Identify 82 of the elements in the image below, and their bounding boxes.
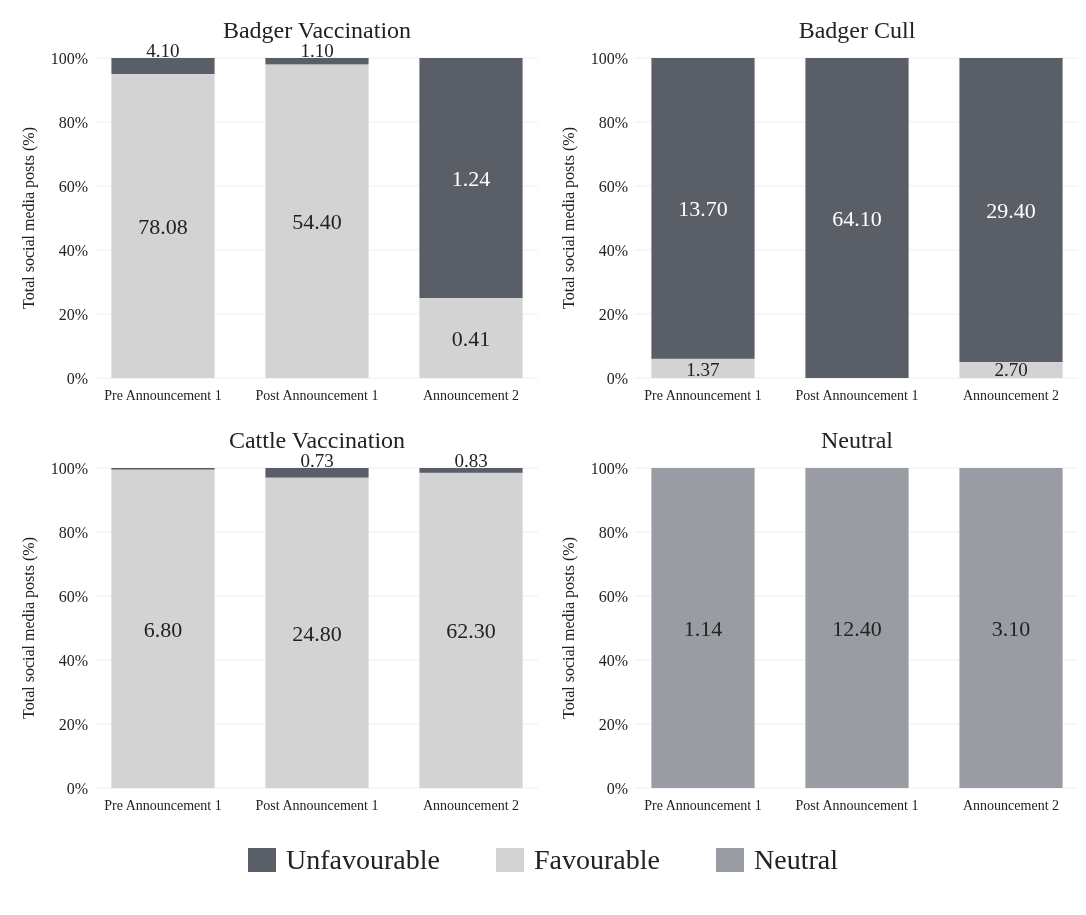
chart-title: Badger Vaccination xyxy=(222,17,412,43)
bar xyxy=(419,472,523,788)
y-tick-label: 60% xyxy=(598,178,628,195)
bar xyxy=(265,58,369,65)
y-tick-label: 40% xyxy=(598,652,628,669)
annotation: 0.41 xyxy=(451,326,491,351)
y-tick-label: 80% xyxy=(58,114,88,131)
chart-title: Cattle Vaccination xyxy=(228,427,406,453)
annotation: 29.40 xyxy=(986,198,1036,223)
y-tick-label: 80% xyxy=(598,524,628,541)
legend-label: Unfavourable xyxy=(286,844,440,875)
annotation: 6.80 xyxy=(143,616,183,642)
annotation: 4.10 xyxy=(146,40,180,61)
bar xyxy=(959,362,1063,378)
annotation: 1.24 xyxy=(451,166,491,191)
y-tick-label: 60% xyxy=(58,178,88,195)
bar xyxy=(419,58,523,298)
x-tick-label: Pre Announcement 1 xyxy=(104,798,222,813)
y-tick-label: 0% xyxy=(606,370,628,387)
chart-title: Neutral xyxy=(821,427,894,453)
bar xyxy=(959,58,1063,362)
bar xyxy=(419,298,523,378)
annotation: 1.37 xyxy=(686,359,720,380)
legend-label: Neutral xyxy=(754,844,839,875)
annotation: 62.30 xyxy=(446,618,496,644)
chart-title: Badger Cull xyxy=(798,17,916,43)
bar xyxy=(651,58,755,359)
y-tick-label: 100% xyxy=(50,50,88,67)
y-tick-label: 20% xyxy=(58,306,88,323)
annotation: 2.70 xyxy=(994,359,1028,380)
bar xyxy=(419,468,523,473)
legend-label: Favourable xyxy=(534,844,660,875)
annotation: 12.40 xyxy=(832,616,882,641)
bar xyxy=(111,74,215,378)
y-tick-label: 100% xyxy=(590,460,628,477)
annotation: 0.83 xyxy=(454,450,488,471)
y-tick-label: 20% xyxy=(58,716,88,733)
x-tick-label: Announcement 2 xyxy=(962,798,1060,813)
y-tick-label: 40% xyxy=(58,242,88,259)
y-tick-label: 0% xyxy=(606,780,628,797)
x-tick-label: Post Announcement 1 xyxy=(255,388,379,403)
y-tick-label: 80% xyxy=(58,524,88,541)
y-tick-label: 20% xyxy=(598,716,628,733)
y-tick-label: 40% xyxy=(58,652,88,669)
y-axis-title: Total social media posts (%) xyxy=(20,127,38,309)
x-tick-label: Post Announcement 1 xyxy=(795,798,919,813)
bar xyxy=(111,58,215,74)
y-tick-label: 40% xyxy=(598,242,628,259)
x-tick-label: Announcement 2 xyxy=(422,798,520,813)
x-tick-label: Announcement 2 xyxy=(422,388,520,403)
x-tick-label: Pre Announcement 1 xyxy=(644,388,762,403)
x-tick-label: Post Announcement 1 xyxy=(255,798,379,813)
y-tick-label: 60% xyxy=(598,588,628,605)
bar xyxy=(651,358,755,378)
y-axis-title: Total social media posts (%) xyxy=(560,127,578,309)
bar xyxy=(805,58,909,378)
bar xyxy=(265,468,369,478)
annotation: 64.10 xyxy=(832,206,882,231)
x-tick-label: Pre Announcement 1 xyxy=(644,798,762,813)
x-tick-label: Post Announcement 1 xyxy=(795,388,919,403)
bar xyxy=(265,477,369,788)
y-tick-label: 100% xyxy=(50,460,88,477)
bar xyxy=(111,469,215,788)
annotation: 78.08 xyxy=(138,214,188,239)
x-tick-label: Pre Announcement 1 xyxy=(104,388,222,403)
y-axis-title: Total social media posts (%) xyxy=(560,537,578,719)
y-tick-label: 20% xyxy=(598,306,628,323)
y-tick-label: 60% xyxy=(58,588,88,605)
annotation: 1.14 xyxy=(683,616,723,641)
annotation: 1.10 xyxy=(300,40,334,61)
y-axis-title: Total social media posts (%) xyxy=(20,537,38,719)
annotation: 54.40 xyxy=(292,209,342,235)
annotation: 3.10 xyxy=(991,616,1031,641)
annotation: 0.73 xyxy=(300,450,334,471)
y-tick-label: 100% xyxy=(590,50,628,67)
x-tick-label: Announcement 2 xyxy=(962,388,1060,403)
y-tick-label: 0% xyxy=(66,780,88,797)
y-tick-label: 80% xyxy=(598,114,628,131)
bar xyxy=(265,64,369,378)
annotation: 24.80 xyxy=(292,620,342,646)
annotation: 13.70 xyxy=(678,196,728,222)
y-tick-label: 0% xyxy=(66,370,88,387)
